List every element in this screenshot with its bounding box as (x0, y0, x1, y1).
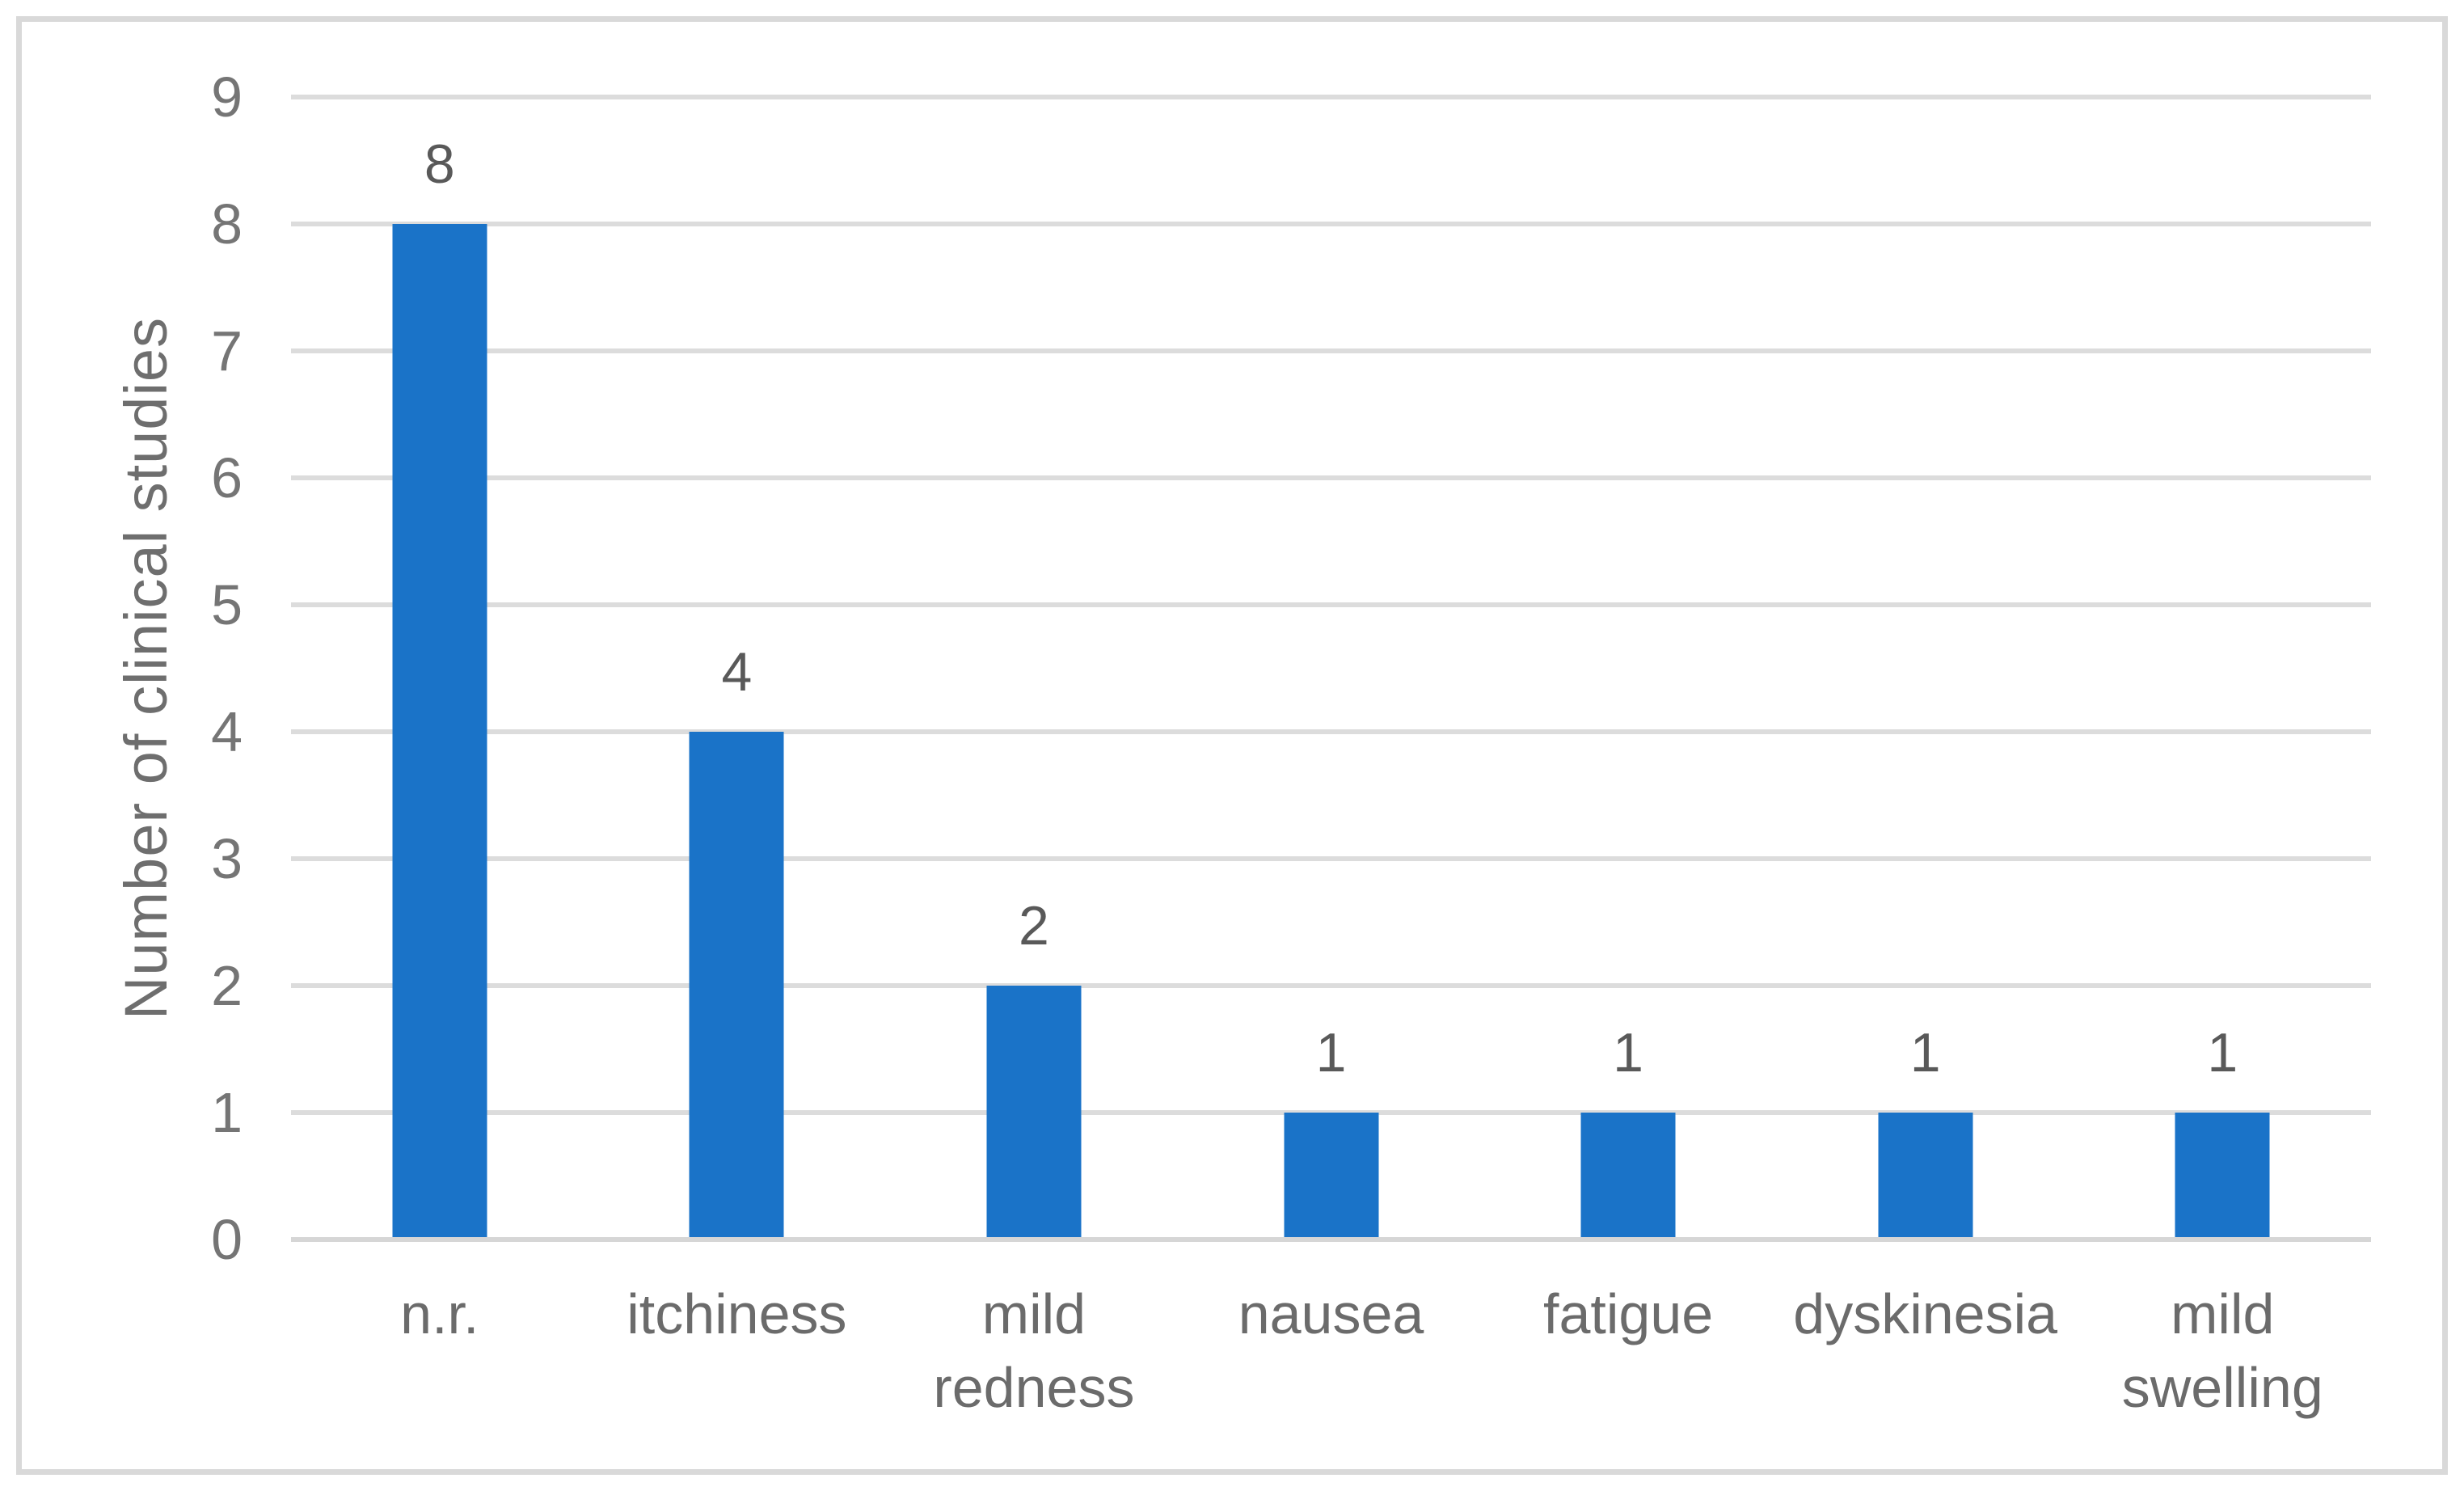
bar (2175, 1113, 2270, 1240)
y-tick-label: 1 (211, 1080, 243, 1144)
y-tick-label: 3 (211, 827, 243, 890)
bar-slot: 2 (885, 97, 1183, 1240)
x-category-label: dyskinesia (1793, 1282, 2058, 1345)
y-tick-label: 8 (211, 192, 243, 256)
gridline-y-5 (291, 602, 2371, 607)
gridline-y-4 (291, 729, 2371, 735)
bar-value-label: 2 (1019, 895, 1049, 957)
bar (1580, 1113, 1676, 1240)
bar-value-label: 4 (721, 641, 753, 703)
x-axis-line (291, 1237, 2371, 1242)
y-tick-label: 9 (211, 65, 243, 129)
bar (1878, 1113, 1973, 1240)
bar-slot: 4 (589, 97, 886, 1240)
bar-value-label: 8 (424, 133, 455, 196)
gridline-y-3 (291, 856, 2371, 862)
y-tick-label: 2 (211, 954, 243, 1017)
bar-slot: 8 (291, 97, 589, 1240)
bar (986, 986, 1082, 1240)
bar-value-label: 1 (1909, 1022, 1941, 1084)
y-tick-label: 6 (211, 446, 243, 509)
bar-value-label: 1 (2207, 1022, 2238, 1084)
x-axis-category-labels: n.r. itchiness mild redness nausea fatigue dy… (291, 1278, 2371, 1425)
y-tick-label: 4 (211, 700, 243, 763)
bar (1284, 1113, 1379, 1240)
x-category-label: mild swelling (2121, 1282, 2323, 1419)
plot-area: 8 4 2 1 1 1 1 (291, 95, 2371, 1242)
x-category-label: mild redness (933, 1282, 1135, 1419)
gridline-y-8 (291, 222, 2371, 227)
gridline-y-6 (291, 475, 2371, 481)
bar-value-label: 1 (1613, 1022, 1644, 1084)
bar (689, 732, 784, 1240)
gridline-y-2 (291, 983, 2371, 989)
y-tick-label: 7 (211, 319, 243, 382)
x-category-label: nausea (1238, 1282, 1424, 1345)
bar-slot: 1 (1183, 97, 1480, 1240)
y-tick-label: 5 (211, 572, 243, 636)
y-tick-label: 0 (211, 1208, 243, 1271)
bar-series: 8 4 2 1 1 1 1 (291, 97, 2371, 1240)
bar-slot: 1 (2074, 97, 2371, 1240)
gridline-y-7 (291, 348, 2371, 353)
bar-value-label: 1 (1315, 1022, 1347, 1084)
x-category-label: fatigue (1543, 1282, 1714, 1345)
x-category-label: n.r. (400, 1282, 479, 1345)
x-category-label: itchiness (627, 1282, 847, 1345)
bar-slot: 1 (1479, 97, 1777, 1240)
bar (392, 224, 487, 1240)
gridline-y-9 (291, 95, 2371, 99)
bar-slot: 1 (1777, 97, 2074, 1240)
